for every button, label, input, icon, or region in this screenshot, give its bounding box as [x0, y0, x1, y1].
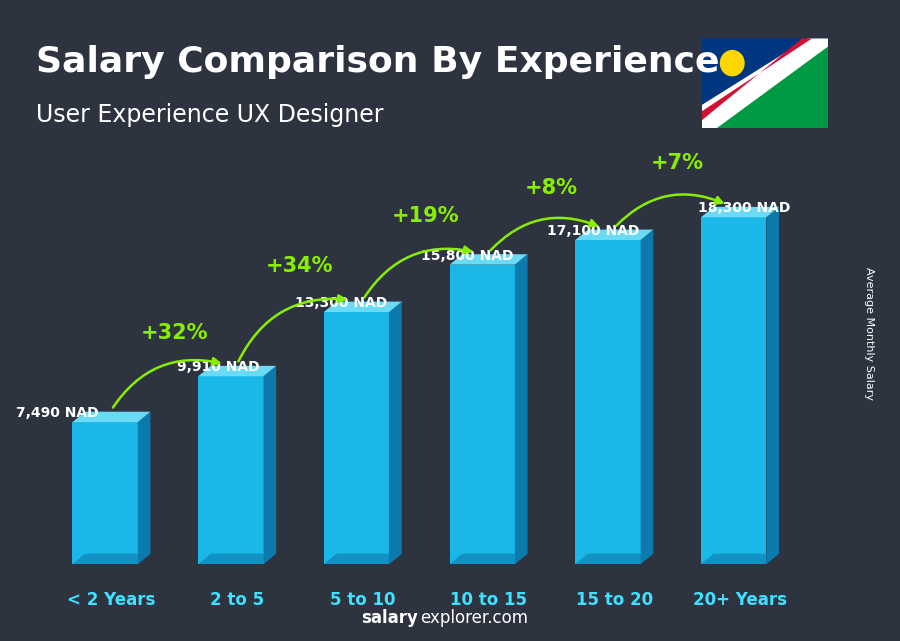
Text: +19%: +19% [392, 206, 460, 226]
Text: 2 to 5: 2 to 5 [210, 590, 265, 608]
Polygon shape [702, 38, 828, 128]
Polygon shape [324, 554, 401, 564]
Polygon shape [73, 422, 138, 564]
Polygon shape [701, 217, 767, 564]
Text: 10 to 15: 10 to 15 [450, 590, 527, 608]
FancyArrowPatch shape [616, 194, 723, 226]
Polygon shape [575, 240, 641, 564]
Polygon shape [450, 265, 515, 564]
Text: 9,910 NAD: 9,910 NAD [177, 360, 259, 374]
Polygon shape [515, 254, 527, 564]
Polygon shape [264, 366, 276, 564]
Polygon shape [198, 554, 276, 564]
Text: 17,100 NAD: 17,100 NAD [546, 224, 639, 238]
Polygon shape [138, 412, 150, 564]
Text: 15,800 NAD: 15,800 NAD [421, 249, 513, 263]
Polygon shape [73, 412, 150, 422]
Text: +8%: +8% [525, 178, 578, 198]
Polygon shape [324, 302, 401, 312]
Text: Salary Comparison By Experience: Salary Comparison By Experience [36, 45, 719, 79]
Polygon shape [701, 207, 779, 217]
Text: User Experience UX Designer: User Experience UX Designer [36, 103, 383, 126]
Text: +32%: +32% [140, 323, 208, 343]
Polygon shape [767, 207, 779, 564]
Text: +34%: +34% [266, 256, 334, 276]
Polygon shape [198, 366, 276, 376]
Polygon shape [702, 38, 828, 128]
Text: explorer.com: explorer.com [420, 609, 528, 627]
Polygon shape [390, 302, 401, 564]
Text: < 2 Years: < 2 Years [68, 590, 156, 608]
Polygon shape [198, 376, 264, 564]
Text: 15 to 20: 15 to 20 [576, 590, 652, 608]
FancyArrowPatch shape [364, 247, 471, 297]
Polygon shape [575, 229, 653, 240]
Text: 20+ Years: 20+ Years [693, 590, 787, 608]
Polygon shape [450, 554, 527, 564]
Circle shape [721, 51, 744, 76]
Polygon shape [575, 554, 653, 564]
Polygon shape [324, 312, 390, 564]
Text: 5 to 10: 5 to 10 [330, 590, 396, 608]
Polygon shape [641, 229, 653, 564]
Text: 13,300 NAD: 13,300 NAD [295, 296, 388, 310]
Polygon shape [702, 38, 812, 120]
Text: 7,490 NAD: 7,490 NAD [16, 406, 99, 420]
Text: 18,300 NAD: 18,300 NAD [698, 201, 790, 215]
Polygon shape [701, 554, 779, 564]
Polygon shape [73, 554, 150, 564]
Text: +7%: +7% [651, 153, 704, 172]
FancyArrowPatch shape [491, 218, 597, 250]
Text: Average Monthly Salary: Average Monthly Salary [863, 267, 874, 400]
Text: salary: salary [362, 609, 418, 627]
Polygon shape [450, 254, 527, 265]
Polygon shape [702, 38, 828, 128]
FancyArrowPatch shape [113, 358, 219, 408]
FancyArrowPatch shape [238, 296, 345, 362]
